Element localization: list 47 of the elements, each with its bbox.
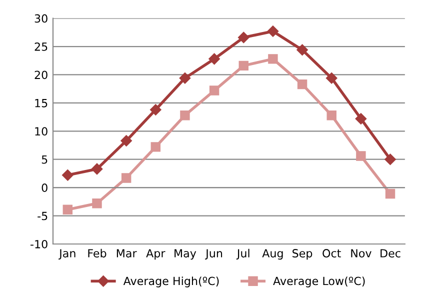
point [150,142,161,152]
y-tick-label: 15 [35,99,48,108]
point [150,104,162,116]
point [120,135,132,146]
legend-label: Average Low(ºC) [273,276,365,288]
y-tick-label: -10 [30,240,48,248]
x-tick-label: Dec [380,249,400,258]
x-tick-label: Jan [58,249,76,260]
y-tick-label: 25 [34,42,48,51]
point [180,110,190,120]
x-tick-label: Jul [236,248,250,260]
point [121,173,132,183]
legend-label: Average High(ºC) [123,276,219,288]
point [297,79,308,90]
point [179,72,191,84]
x-tick-label: Feb [88,248,106,258]
point [326,110,336,120]
point [209,86,220,96]
point [355,113,367,124]
point [326,72,338,84]
x-tick-label: May [174,249,196,260]
x-tick-label: Apr [146,249,166,260]
y-tick-label: 30 [34,14,48,23]
point [238,60,248,71]
point [385,188,396,199]
y-tick-label: 0 [42,184,48,192]
point [62,170,74,181]
point [267,26,279,37]
y-tick-label: 20 [34,70,48,80]
x-tick-label: Oct [322,249,341,258]
y-tick-label: -5 [38,212,48,220]
point [91,163,103,175]
y-tick-label: 10 [35,127,48,136]
x-tick-label: Sep [292,249,312,260]
x-tick-label: Jun [205,249,222,260]
x-tick-label: Mar [116,249,137,258]
y-tick-label: 5 [42,155,48,164]
point [268,54,278,64]
point [356,151,366,161]
point [238,32,250,44]
x-tick-label: Nov [351,249,372,258]
point [92,198,102,208]
point [384,154,396,165]
point [62,204,73,214]
point [296,44,308,56]
x-tick-label: Aug [262,249,283,260]
point [208,53,220,65]
